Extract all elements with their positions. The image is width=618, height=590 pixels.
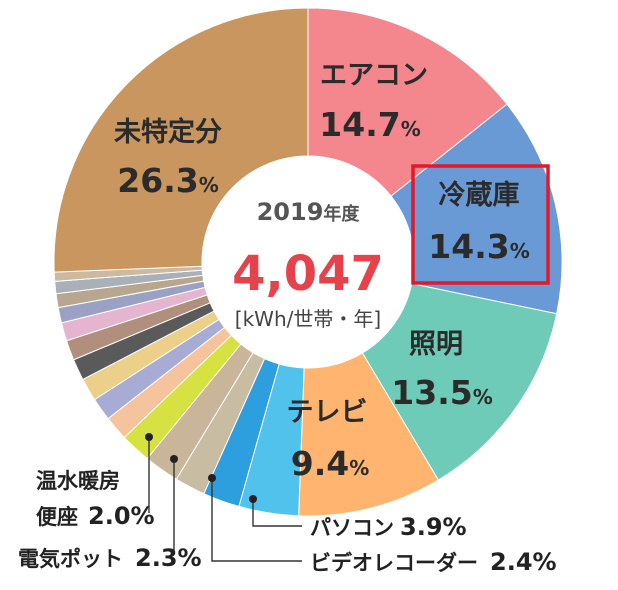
label-pot: 電気ポット 2.3%: [18, 544, 202, 572]
leader-recorder: [211, 478, 302, 562]
center-hole: [202, 156, 414, 368]
leader-pc: [252, 499, 302, 527]
label-fridge-pct: 14.3%: [428, 227, 529, 266]
label-fridge-name: 冷蔵庫: [439, 180, 520, 211]
label-tv-pct: 9.4%: [291, 444, 370, 483]
center-total: 4,047: [232, 246, 384, 302]
leader-dot-pc: [249, 495, 257, 503]
leader-dot-pot: [170, 455, 178, 463]
label-toilet-line1: 温水暖房: [36, 469, 120, 493]
leader-dot-toilet: [145, 433, 153, 441]
label-light-pct: 13.5%: [391, 373, 492, 412]
label-pc: パソコン 3.9%: [310, 513, 467, 541]
label-recorder: ビデオレコーダー 2.4%: [310, 548, 557, 576]
label-tv-name: テレビ: [287, 397, 368, 428]
label-light-name: 照明: [409, 329, 463, 360]
label-unknown-pct: 26.3%: [117, 161, 218, 200]
label-aircon-pct: 14.7%: [319, 105, 420, 144]
fridge-highlight-box: [411, 164, 550, 285]
leader-dot-recorder: [208, 474, 216, 482]
label-aircon-name: エアコン: [320, 60, 428, 91]
center-year: 2019年度: [257, 198, 361, 226]
label-unknown-name: 未特定分: [114, 116, 222, 148]
label-toilet-line2: 便座 2.0%: [36, 502, 155, 530]
center-unit: [kWh/世帯・年]: [235, 307, 381, 331]
